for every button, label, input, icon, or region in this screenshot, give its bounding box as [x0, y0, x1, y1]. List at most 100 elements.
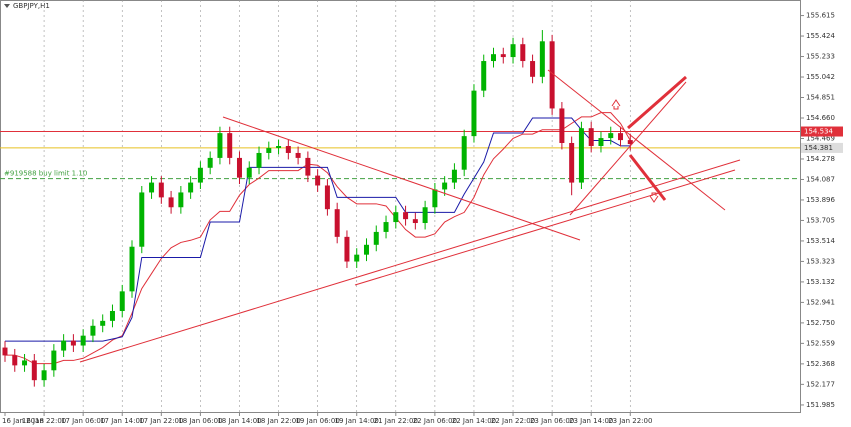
- candle-body: [559, 108, 565, 143]
- price-label-box: [801, 126, 843, 137]
- candle-body: [569, 142, 575, 183]
- menu-arrow[interactable]: [4, 4, 10, 8]
- indicator-line: [5, 112, 631, 365]
- trendline[interactable]: [79, 159, 741, 363]
- price-label-box: [801, 142, 843, 153]
- trendline[interactable]: [547, 69, 726, 211]
- candle-body: [256, 152, 262, 168]
- candle-body: [491, 54, 496, 62]
- x-tick-label: 17 Jan 22:00: [139, 417, 183, 425]
- candle-body: [178, 192, 184, 208]
- candle-body: [80, 335, 86, 346]
- y-tick-label: 153.514: [806, 237, 835, 245]
- y-tick-label: 152.559: [806, 339, 835, 347]
- candle-body: [578, 128, 584, 183]
- candle-body: [618, 133, 624, 141]
- drawings: [79, 69, 741, 363]
- candle-body: [61, 340, 67, 351]
- candle-body: [236, 157, 242, 178]
- candle-body: [217, 133, 223, 158]
- x-tick-label: 19 Jan 14:00: [335, 417, 379, 425]
- candle-body: [432, 189, 438, 208]
- y-tick-label: 154.278: [806, 155, 835, 163]
- y-tick-label: 151.985: [806, 401, 835, 409]
- candle-body: [598, 138, 604, 146]
- y-tick-label: 154.087: [806, 175, 835, 183]
- arrow-line[interactable]: [628, 154, 667, 201]
- x-tick-label: 19 Jan 06:00: [295, 417, 339, 425]
- indicator-line: [5, 117, 631, 342]
- order-label: #919588 buy limit 1.10: [4, 170, 87, 178]
- candle-body: [266, 148, 272, 153]
- candle-body: [461, 136, 467, 170]
- candle-body: [363, 244, 369, 255]
- x-tick-label: 16 Jan 2018: [2, 417, 44, 425]
- candle-body: [334, 209, 340, 237]
- candle-body: [119, 291, 125, 311]
- y-tick-label: 153.323: [806, 257, 835, 265]
- candle-body: [295, 152, 301, 158]
- candle-body: [100, 320, 106, 326]
- candle-body: [510, 44, 516, 58]
- candle-body: [539, 41, 545, 77]
- trendline[interactable]: [222, 116, 581, 241]
- candle-body: [530, 61, 536, 77]
- candle-body: [383, 222, 389, 232]
- candle-body: [227, 133, 233, 158]
- y-tick-label: 152.177: [806, 380, 835, 388]
- x-tick-label: 21 Jan 22:00: [374, 417, 418, 425]
- x-tick-label: 23 Jan 14:00: [569, 417, 613, 425]
- y-tick-label: 152.941: [806, 298, 835, 306]
- y-tick-label: 153.132: [806, 278, 835, 286]
- candle-body: [442, 182, 448, 190]
- x-tick-label: 18 Jan 14:00: [217, 417, 261, 425]
- candle-body: [129, 246, 135, 292]
- x-tick-label: 23 Jan 22:00: [608, 417, 652, 425]
- candle-body: [90, 325, 96, 336]
- candle-body: [627, 140, 633, 145]
- candle-body: [12, 355, 18, 366]
- candle-body: [109, 310, 115, 321]
- candle-body: [285, 145, 291, 153]
- arrow-line[interactable]: [627, 75, 687, 130]
- x-tick-label: 22 Jan 22:00: [491, 417, 535, 425]
- candle-body: [608, 133, 614, 139]
- candle-body: [70, 340, 76, 346]
- candle-body: [373, 231, 379, 245]
- y-tick-label: 155.042: [806, 73, 835, 81]
- y-tick-label: 153.705: [806, 216, 835, 224]
- candle-body: [139, 192, 145, 247]
- y-tick-label: 154.469: [806, 134, 835, 142]
- price-label: 154.381: [804, 144, 833, 152]
- y-tick-label: 152.750: [806, 319, 835, 327]
- x-tick-label: 23 Jan 06:00: [530, 417, 574, 425]
- candle-body: [168, 197, 174, 208]
- candle-body: [22, 360, 28, 366]
- candle-body: [549, 41, 555, 109]
- trendline[interactable]: [569, 81, 687, 216]
- candle-body: [344, 236, 350, 262]
- y-tick-label: 155.424: [806, 32, 835, 40]
- candle-body: [305, 157, 311, 176]
- candle-body: [149, 182, 155, 193]
- x-tick-label: 22 Jan 14:00: [452, 417, 496, 425]
- candle-body: [354, 254, 360, 262]
- x-tick-label: 17 Jan 14:00: [100, 417, 144, 425]
- x-tick-label: 22 Jan 06:00: [413, 417, 457, 425]
- candle-body: [412, 219, 418, 224]
- candle-body: [315, 175, 321, 186]
- candle-body: [324, 185, 330, 210]
- candle-body: [207, 157, 213, 168]
- x-tick-label: 16 Jan 22:00: [22, 417, 66, 425]
- y-tick-label: 152.368: [806, 360, 835, 368]
- candle-body: [2, 347, 8, 356]
- candle-body: [520, 44, 526, 62]
- candle-body: [403, 212, 409, 220]
- y-tick-label: 154.660: [806, 114, 835, 122]
- price-label: 154.534: [804, 128, 833, 136]
- x-tick-label: 17 Jan 06:00: [61, 417, 105, 425]
- candle-body: [276, 145, 282, 149]
- candle-body: [588, 128, 594, 146]
- candle-body: [393, 212, 399, 223]
